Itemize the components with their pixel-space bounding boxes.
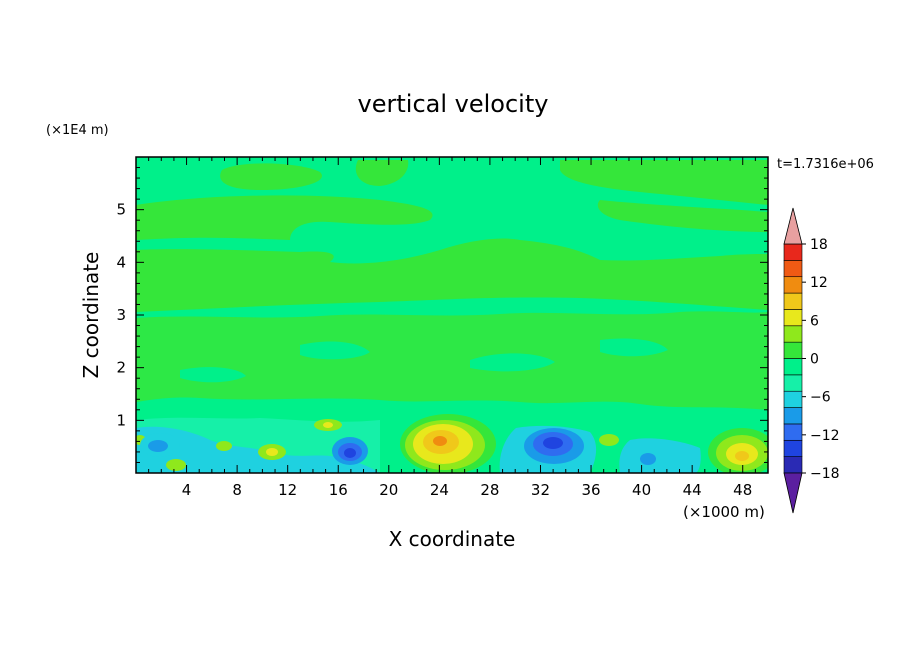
y-tick-label: 2 <box>116 359 126 377</box>
updraft-24-lvl12 <box>433 436 447 446</box>
x-tick-label: 40 <box>632 481 651 499</box>
upper-band-top-2 <box>355 160 409 186</box>
colorbar: 18 12 6 0 −6 −12 −18 <box>783 207 840 514</box>
x-tick-label: 24 <box>430 481 449 499</box>
colorbar-label: −18 <box>810 466 840 482</box>
colorbar-label: 12 <box>810 275 828 291</box>
x-tick-label: 32 <box>531 481 550 499</box>
upper-band-mid <box>136 195 433 240</box>
colorbar-min-extension <box>783 472 803 514</box>
low-level-cyan-4 <box>619 438 701 473</box>
downdraft-41 <box>640 453 656 465</box>
time-label: t=1.7316e+06 <box>777 157 874 172</box>
updraft-small-5 <box>216 441 232 451</box>
x-tick-label: 44 <box>683 481 702 499</box>
x-tick-label: 4 <box>182 481 192 499</box>
colorbar-bin <box>783 456 803 474</box>
y-axis: 1 2 3 4 5 <box>116 167 768 463</box>
updraft-small-3 <box>166 459 186 471</box>
y-tick-label: 4 <box>116 253 126 271</box>
colorbar-bin <box>783 407 803 425</box>
upper-band-mid-2 <box>597 200 768 232</box>
middle-band <box>136 238 768 312</box>
x-tick-label: 12 <box>278 481 297 499</box>
colorbar-label: −6 <box>810 390 831 406</box>
updraft-small-2b <box>323 422 333 428</box>
x-tick-label: 16 <box>329 481 348 499</box>
colorbar-label: −12 <box>810 428 840 444</box>
colorbar-bin <box>783 390 803 408</box>
downdraft-17-lvl12 <box>344 448 356 458</box>
downdraft-33-lvl12 <box>543 437 563 449</box>
turbulent-holes <box>180 338 668 383</box>
y-unit-label: (×1E4 m) <box>46 123 109 138</box>
colorbar-bin <box>783 243 803 261</box>
x-tick-label: 8 <box>232 481 242 499</box>
updraft-small-1b <box>266 448 278 456</box>
updraft-small-4 <box>599 434 619 446</box>
downdraft-left-core <box>148 440 168 452</box>
low-level-cyan-2 <box>136 426 380 473</box>
colorbar-bin <box>783 325 803 343</box>
colorbar-max-extension <box>783 207 803 245</box>
colorbar-bin <box>783 260 803 278</box>
x-axis-label: X coordinate <box>389 527 516 551</box>
colorbar-bin <box>783 292 803 310</box>
colorbar-bin <box>783 439 803 457</box>
contour-field <box>136 157 768 473</box>
colorbar-bin <box>783 423 803 441</box>
colorbar-label: 6 <box>810 313 819 329</box>
x-tick-label: 48 <box>733 481 752 499</box>
colorbar-bin <box>783 358 803 376</box>
y-tick-label: 1 <box>116 411 126 429</box>
x-tick-label: 28 <box>480 481 499 499</box>
x-tick-label: 20 <box>379 481 398 499</box>
x-tick-label: 36 <box>581 481 600 499</box>
upper-band-right <box>560 160 768 205</box>
colorbar-label: 0 <box>810 352 819 368</box>
updraft-48-lvl9 <box>735 451 749 461</box>
y-tick-label: 3 <box>116 306 126 324</box>
colorbar-label: 18 <box>810 237 828 253</box>
colorbar-bin <box>783 309 803 327</box>
x-unit-label: (×1000 m) <box>683 503 765 521</box>
y-axis-label: Z coordinate <box>79 252 103 379</box>
turbulent-band <box>136 311 768 410</box>
colorbar-bin <box>783 374 803 392</box>
y-tick-label: 5 <box>116 201 126 219</box>
colorbar-bin <box>783 341 803 359</box>
colorbar-bin <box>783 276 803 294</box>
upper-band-top <box>220 163 322 190</box>
x-axis: 4 8 12 16 20 24 28 32 36 40 44 48 <box>148 157 756 499</box>
chart-title: vertical velocity <box>358 90 549 118</box>
